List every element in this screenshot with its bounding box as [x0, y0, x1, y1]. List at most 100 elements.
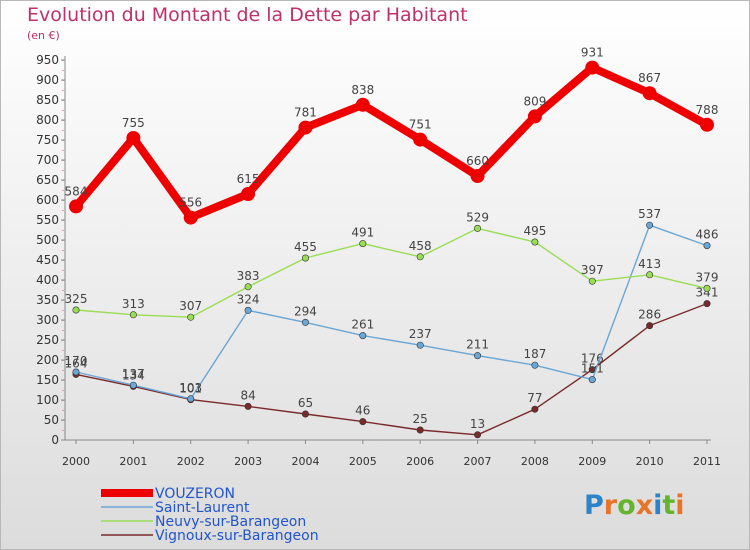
data-point [588, 376, 596, 384]
data-label: 176 [581, 352, 604, 366]
data-label: 383 [237, 269, 260, 283]
legend-label: VOUZERON [155, 486, 235, 502]
data-point [416, 341, 424, 349]
series-line [75, 227, 708, 318]
x-tick-label: 2007 [464, 455, 492, 468]
data-label: 170 [65, 354, 88, 368]
y-tick-label: 950 [36, 53, 59, 67]
data-point [359, 240, 367, 248]
data-point [588, 277, 596, 285]
data-label: 313 [122, 297, 145, 311]
data-point [474, 431, 482, 439]
legend-label: Vignoux-sur-Barangeon [155, 528, 319, 544]
data-point [129, 311, 137, 319]
data-point [531, 361, 539, 369]
data-label: 77 [527, 391, 542, 405]
y-tick-label: 900 [36, 73, 59, 87]
logo-letter: t [662, 490, 676, 521]
data-point [703, 300, 711, 308]
y-tick-label: 400 [36, 273, 59, 287]
data-point [527, 109, 542, 124]
data-label: 101 [179, 382, 202, 396]
logo-letter: r [603, 490, 618, 521]
y-tick-label: 300 [36, 313, 59, 327]
data-label: 324 [237, 292, 260, 306]
data-label: 187 [523, 347, 546, 361]
data-label: 838 [351, 83, 374, 97]
data-label: 379 [696, 270, 719, 284]
data-point [413, 132, 428, 147]
data-point [646, 221, 654, 229]
logo-letter: i [675, 490, 685, 521]
data-label: 486 [696, 228, 719, 242]
y-tick-label: 800 [36, 113, 59, 127]
logo-letter: P [584, 490, 604, 521]
x-tick-label: 2011 [693, 455, 721, 468]
chart-subtitle: (en €) [27, 29, 60, 42]
data-label: 341 [696, 286, 719, 300]
data-point [416, 253, 424, 261]
data-label: 660 [466, 154, 489, 168]
data-label: 809 [523, 94, 546, 108]
data-label: 751 [409, 118, 432, 132]
data-label: 46 [355, 404, 370, 418]
chart-title: Evolution du Montant de la Dette par Hab… [27, 4, 468, 26]
data-point [585, 60, 600, 75]
data-label: 931 [581, 46, 604, 60]
data-point [470, 169, 485, 183]
data-label: 286 [638, 308, 661, 322]
data-point [72, 368, 80, 376]
y-tick-label: 50 [44, 413, 59, 427]
data-point [298, 120, 313, 135]
data-label: 65 [298, 396, 313, 410]
data-label: 25 [413, 412, 428, 426]
data-label: 307 [179, 299, 202, 313]
series-line [72, 63, 711, 222]
data-label: 781 [294, 106, 317, 120]
data-point [474, 224, 482, 232]
data-point [301, 254, 309, 262]
data-label: 137 [122, 367, 145, 381]
data-label: 237 [409, 327, 432, 341]
data-label: 529 [466, 210, 489, 224]
data-point [69, 199, 83, 214]
data-point [474, 352, 482, 360]
data-label: 211 [466, 338, 489, 352]
data-label: 584 [65, 184, 88, 198]
data-point [241, 187, 256, 201]
data-point [642, 86, 657, 101]
data-label: 397 [581, 263, 604, 277]
y-tick-label: 350 [36, 293, 59, 307]
series-line [75, 302, 708, 436]
data-label: 491 [351, 226, 374, 240]
y-tick-label: 0 [51, 433, 59, 447]
data-label: 755 [122, 116, 145, 130]
x-tick-label: 2009 [578, 455, 606, 468]
logo-letter: o [617, 490, 636, 521]
y-tick-label: 500 [36, 233, 59, 247]
x-tick-label: 2006 [406, 455, 434, 468]
data-point [129, 381, 137, 389]
data-label: 495 [523, 224, 546, 238]
data-point [416, 426, 424, 434]
data-point [703, 242, 711, 250]
data-label: 867 [638, 71, 661, 85]
x-tick-label: 2010 [636, 455, 664, 468]
x-tick-label: 2002 [177, 455, 205, 468]
data-point [359, 332, 367, 340]
data-label: 13 [470, 417, 485, 431]
data-label: 103 [179, 381, 202, 395]
x-tick-label: 2005 [349, 455, 377, 468]
logo-letter: i [653, 490, 663, 521]
data-point [244, 402, 252, 410]
data-label: 84 [240, 388, 255, 402]
y-tick-label: 250 [36, 333, 59, 347]
y-tick-label: 150 [36, 373, 59, 387]
data-label: 788 [696, 103, 719, 117]
data-label: 537 [638, 207, 661, 221]
proxiti-logo: Proxiti [584, 490, 685, 521]
data-point [301, 318, 309, 326]
data-point [126, 131, 141, 145]
